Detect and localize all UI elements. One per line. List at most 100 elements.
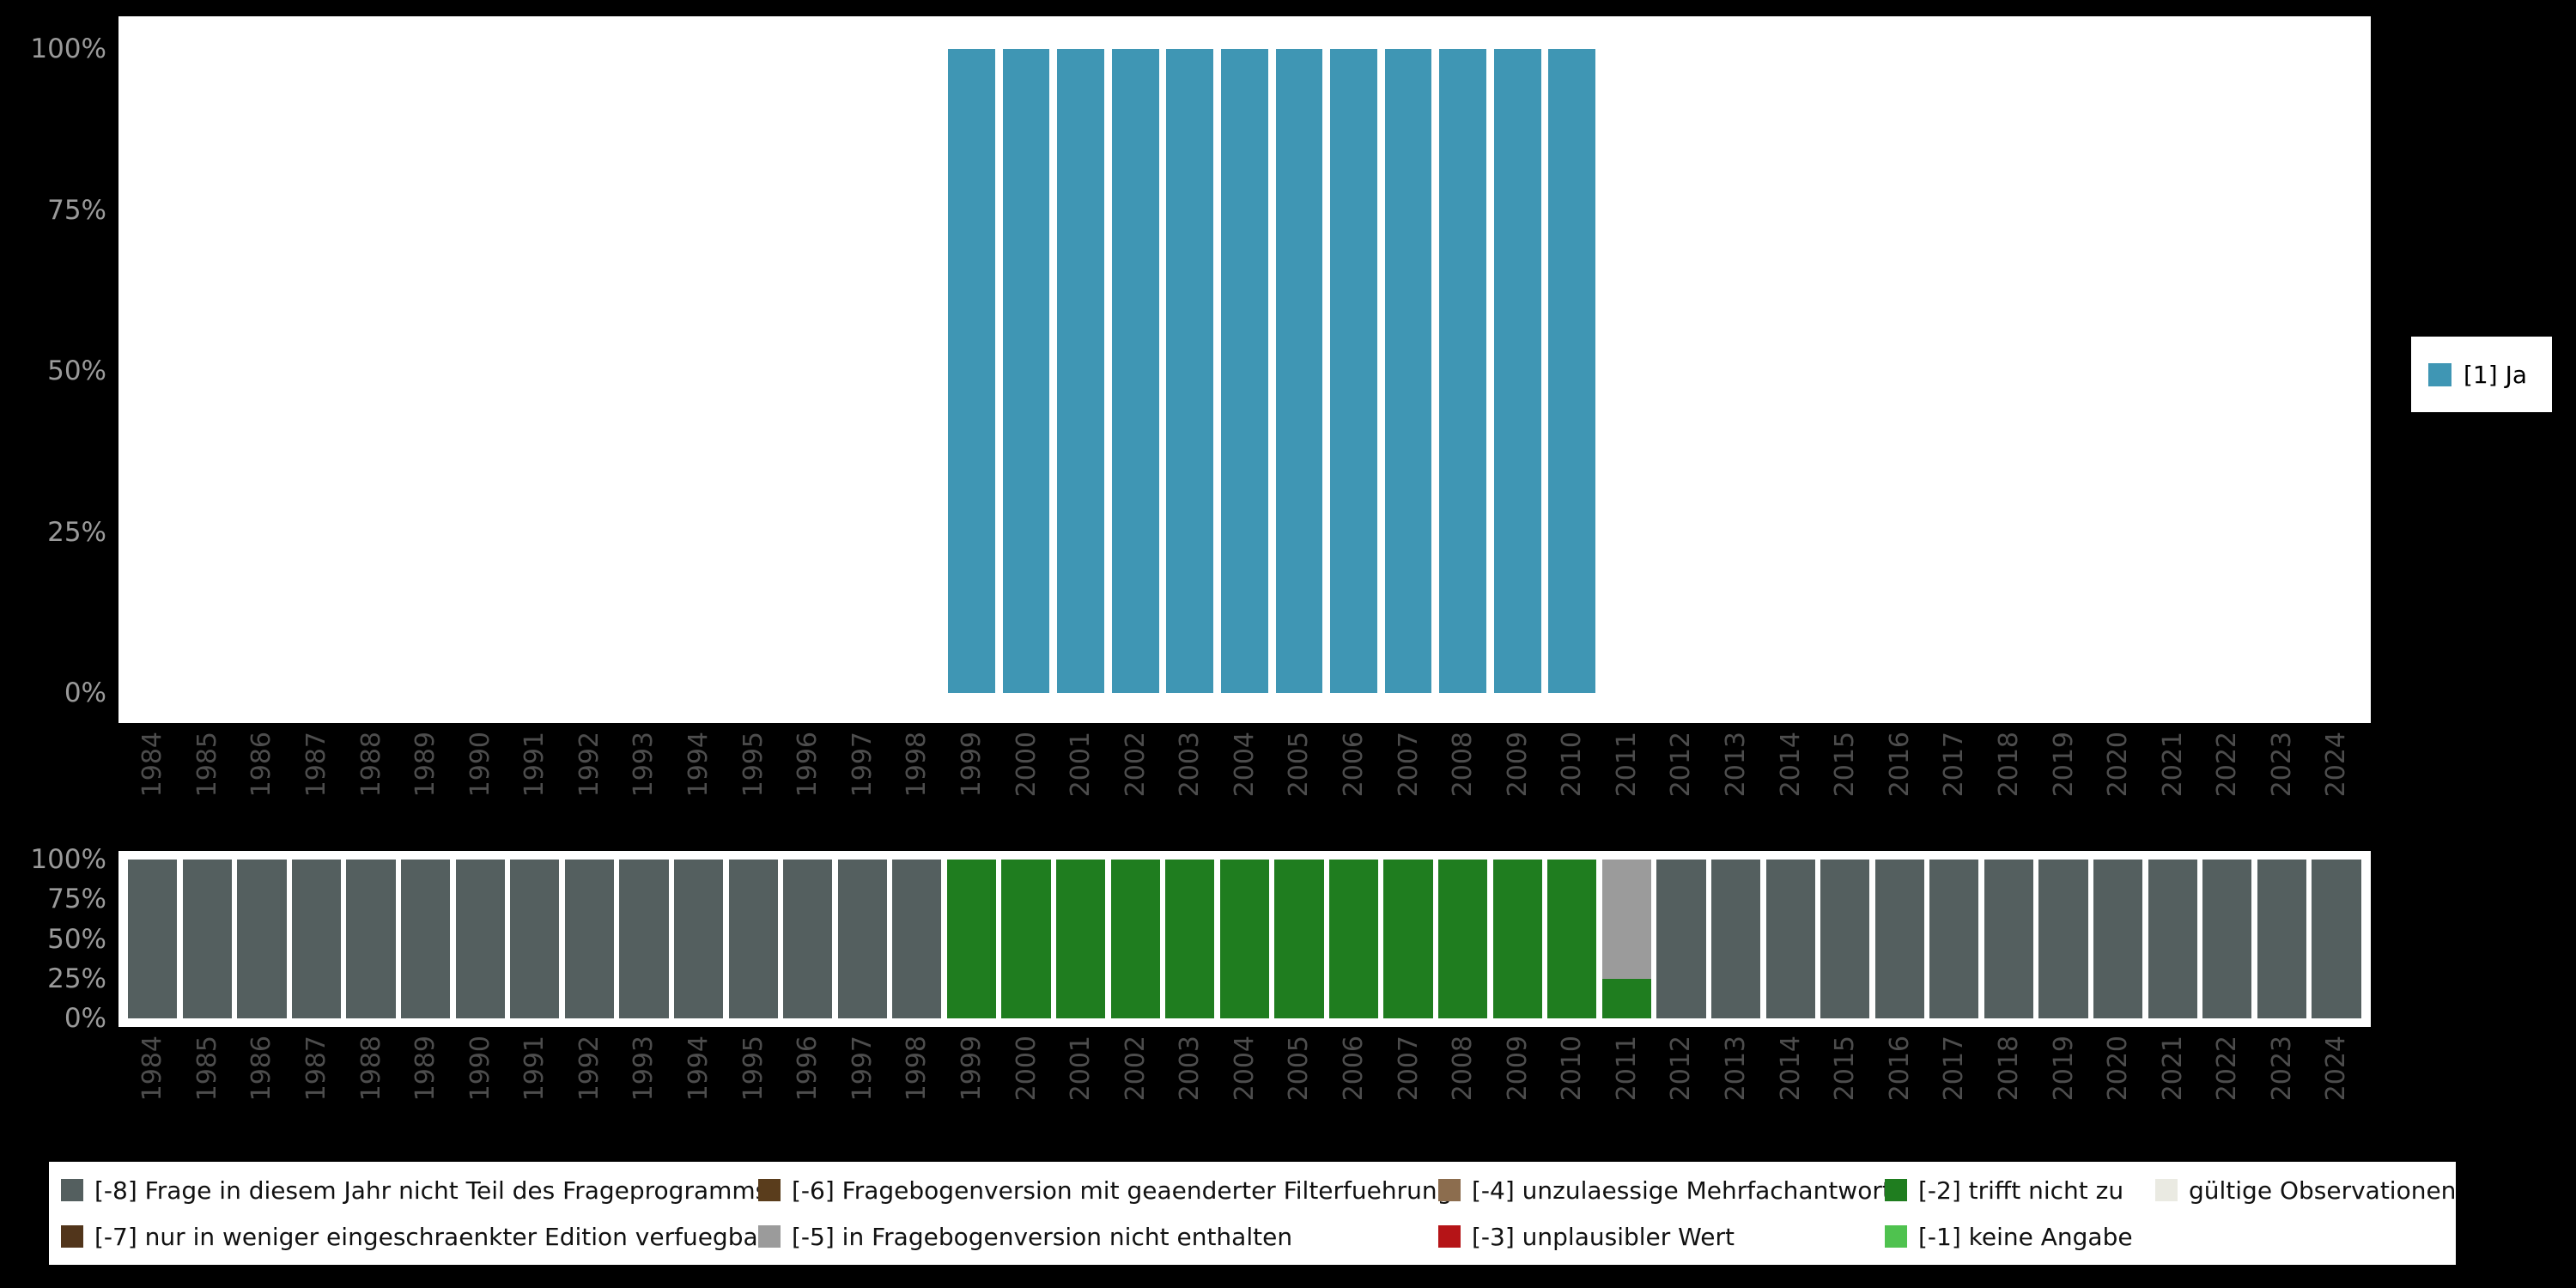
x-axis-tick-slot: 2023 (2255, 1036, 2310, 1132)
x-axis-tick-label: 2008 (1448, 732, 1479, 798)
bar-slot-1995 (726, 860, 781, 1018)
bar-2005 (1274, 860, 1324, 1018)
x-axis-tick-slot: 2018 (1982, 1036, 2037, 1132)
bar-2000 (1002, 49, 1050, 693)
x-axis-tick-slot: 2013 (1709, 732, 1764, 828)
bar-2024 (2313, 49, 2360, 693)
x-axis-tick-label: 1992 (574, 732, 605, 798)
x-axis-tick-label: 1989 (410, 732, 441, 798)
missing-chart-panel (118, 851, 2371, 1027)
x-axis-tick-label: 2002 (1120, 732, 1151, 798)
bar-segment (2148, 860, 2197, 1018)
x-axis-tick-slot: 1985 (180, 1036, 235, 1132)
legend-swatch (758, 1179, 781, 1201)
bar-1996 (783, 860, 833, 1018)
x-axis-tick-label: 2014 (1775, 732, 1806, 798)
y-axis-tick-label: 75% (47, 884, 106, 915)
bar-1996 (784, 49, 831, 693)
bar-2004 (1219, 860, 1269, 1018)
bar-segment (948, 49, 995, 693)
x-axis-tick-slot: 2001 (1054, 1036, 1109, 1132)
x-axis-tick-label: 2007 (1393, 1036, 1424, 1102)
x-axis-tick-slot: 1991 (507, 732, 562, 828)
x-axis-tick-slot: 2008 (1436, 1036, 1491, 1132)
x-axis-tick-slot: 2009 (1490, 732, 1545, 828)
x-axis-tick-slot: 2022 (2200, 1036, 2255, 1132)
x-axis-tick-slot: 2013 (1709, 1036, 1764, 1132)
bar-1997 (839, 49, 886, 693)
x-axis-tick-label: 2008 (1448, 1036, 1479, 1102)
x-axis-tick-label: 1985 (191, 1036, 222, 1102)
x-axis-tick-slot: 2004 (1218, 1036, 1273, 1132)
legend-swatch (2155, 1179, 2178, 1201)
x-axis-tick-label: 2010 (1557, 732, 1588, 798)
x-axis-tick-label: 1990 (465, 1036, 495, 1102)
x-axis-tick-label: 1991 (519, 1036, 550, 1102)
x-axis-tick-label: 1998 (902, 732, 933, 798)
bar-slot-2014 (1763, 49, 1818, 693)
x-axis-tick-slot: 1997 (835, 1036, 890, 1132)
bar-slot-2014 (1763, 860, 1818, 1018)
bar-slot-2019 (2036, 860, 2091, 1018)
bar-1989 (402, 49, 449, 693)
bar-1986 (239, 49, 286, 693)
x-axis-tick-label: 2013 (1721, 1036, 1752, 1102)
bar-slot-2019 (2036, 49, 2091, 693)
bar-segment (401, 860, 451, 1018)
answer-chart-panel (118, 16, 2371, 723)
bar-segment (2038, 860, 2088, 1018)
bar-slot-2021 (2145, 49, 2200, 693)
x-axis-tick-label: 2003 (1175, 1036, 1206, 1102)
bar-slot-1985 (180, 49, 235, 693)
bar-segment (2093, 860, 2143, 1018)
bar-slot-1995 (726, 49, 781, 693)
bar-segment (1057, 49, 1104, 693)
bar-slot-2022 (2200, 49, 2255, 693)
bar-2021 (2148, 860, 2197, 1018)
x-axis-tick-slot: 2019 (2036, 1036, 2091, 1132)
bar-1988 (346, 860, 396, 1018)
x-axis-tick-label: 2005 (1284, 1036, 1315, 1102)
x-axis-tick-label: 1991 (519, 732, 550, 798)
bar-2005 (1275, 49, 1323, 693)
bar-slot-2009 (1490, 49, 1545, 693)
x-axis-tick-slot: 2003 (1163, 1036, 1218, 1132)
bar-segment (673, 860, 724, 1018)
x-axis-tick-label: 2004 (1229, 1036, 1260, 1102)
bar-segment (1547, 860, 1597, 1018)
bar-slot-2015 (1818, 49, 1873, 693)
bar-slot-2006 (1327, 860, 1382, 1018)
bar-slot-2009 (1490, 860, 1545, 1018)
bar-segment (1330, 49, 1377, 693)
x-axis-tick-slot: 1986 (234, 732, 289, 828)
x-axis-tick-label: 2017 (1939, 1036, 1970, 1102)
x-axis-tick-label: 2018 (1993, 732, 2024, 798)
y-axis-tick-label: 75% (47, 194, 106, 226)
x-axis-tick-slot: 1998 (890, 732, 945, 828)
bar-slot-2003 (1163, 49, 1218, 693)
bar-slot-2004 (1218, 49, 1273, 693)
x-axis-tick-slot: 2002 (1108, 732, 1163, 828)
x-axis-tick-label: 2016 (1884, 732, 1915, 798)
bar-2022 (2202, 860, 2252, 1018)
x-axis-tick-slot: 2017 (1927, 732, 1982, 828)
bar-segment (1002, 49, 1050, 693)
bar-2013 (1710, 860, 1761, 1018)
bar-slot-2012 (1654, 49, 1709, 693)
answer-legend: [1] Ja (2411, 337, 2552, 412)
x-axis-tick-label: 1997 (847, 732, 878, 798)
legend-item: [-3] unplausibler Wert (1438, 1223, 1885, 1251)
x-axis-tick-slot: 2001 (1054, 732, 1109, 828)
bar-segment (1548, 49, 1596, 693)
bar-slot-1994 (671, 49, 726, 693)
bar-slot-2005 (1272, 49, 1327, 693)
x-axis-tick-label: 2021 (2157, 1036, 2188, 1102)
x-axis-tick-slot: 2020 (2091, 732, 2146, 828)
bar-1995 (730, 49, 777, 693)
legend-item-label: [-2] trifft nicht zu (1918, 1176, 2124, 1205)
x-axis-tick-slot: 1991 (507, 1036, 562, 1132)
bar-slot-2022 (2200, 860, 2255, 1018)
bar-1995 (728, 860, 778, 1018)
legend-row: [-8] Frage in diesem Jahr nicht Teil des… (61, 1168, 2456, 1212)
bar-segment (1820, 860, 1870, 1018)
